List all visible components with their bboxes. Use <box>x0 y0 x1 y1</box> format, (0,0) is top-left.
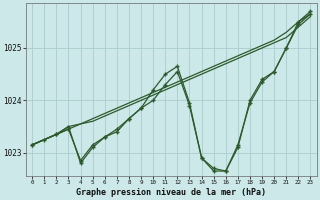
X-axis label: Graphe pression niveau de la mer (hPa): Graphe pression niveau de la mer (hPa) <box>76 188 266 197</box>
